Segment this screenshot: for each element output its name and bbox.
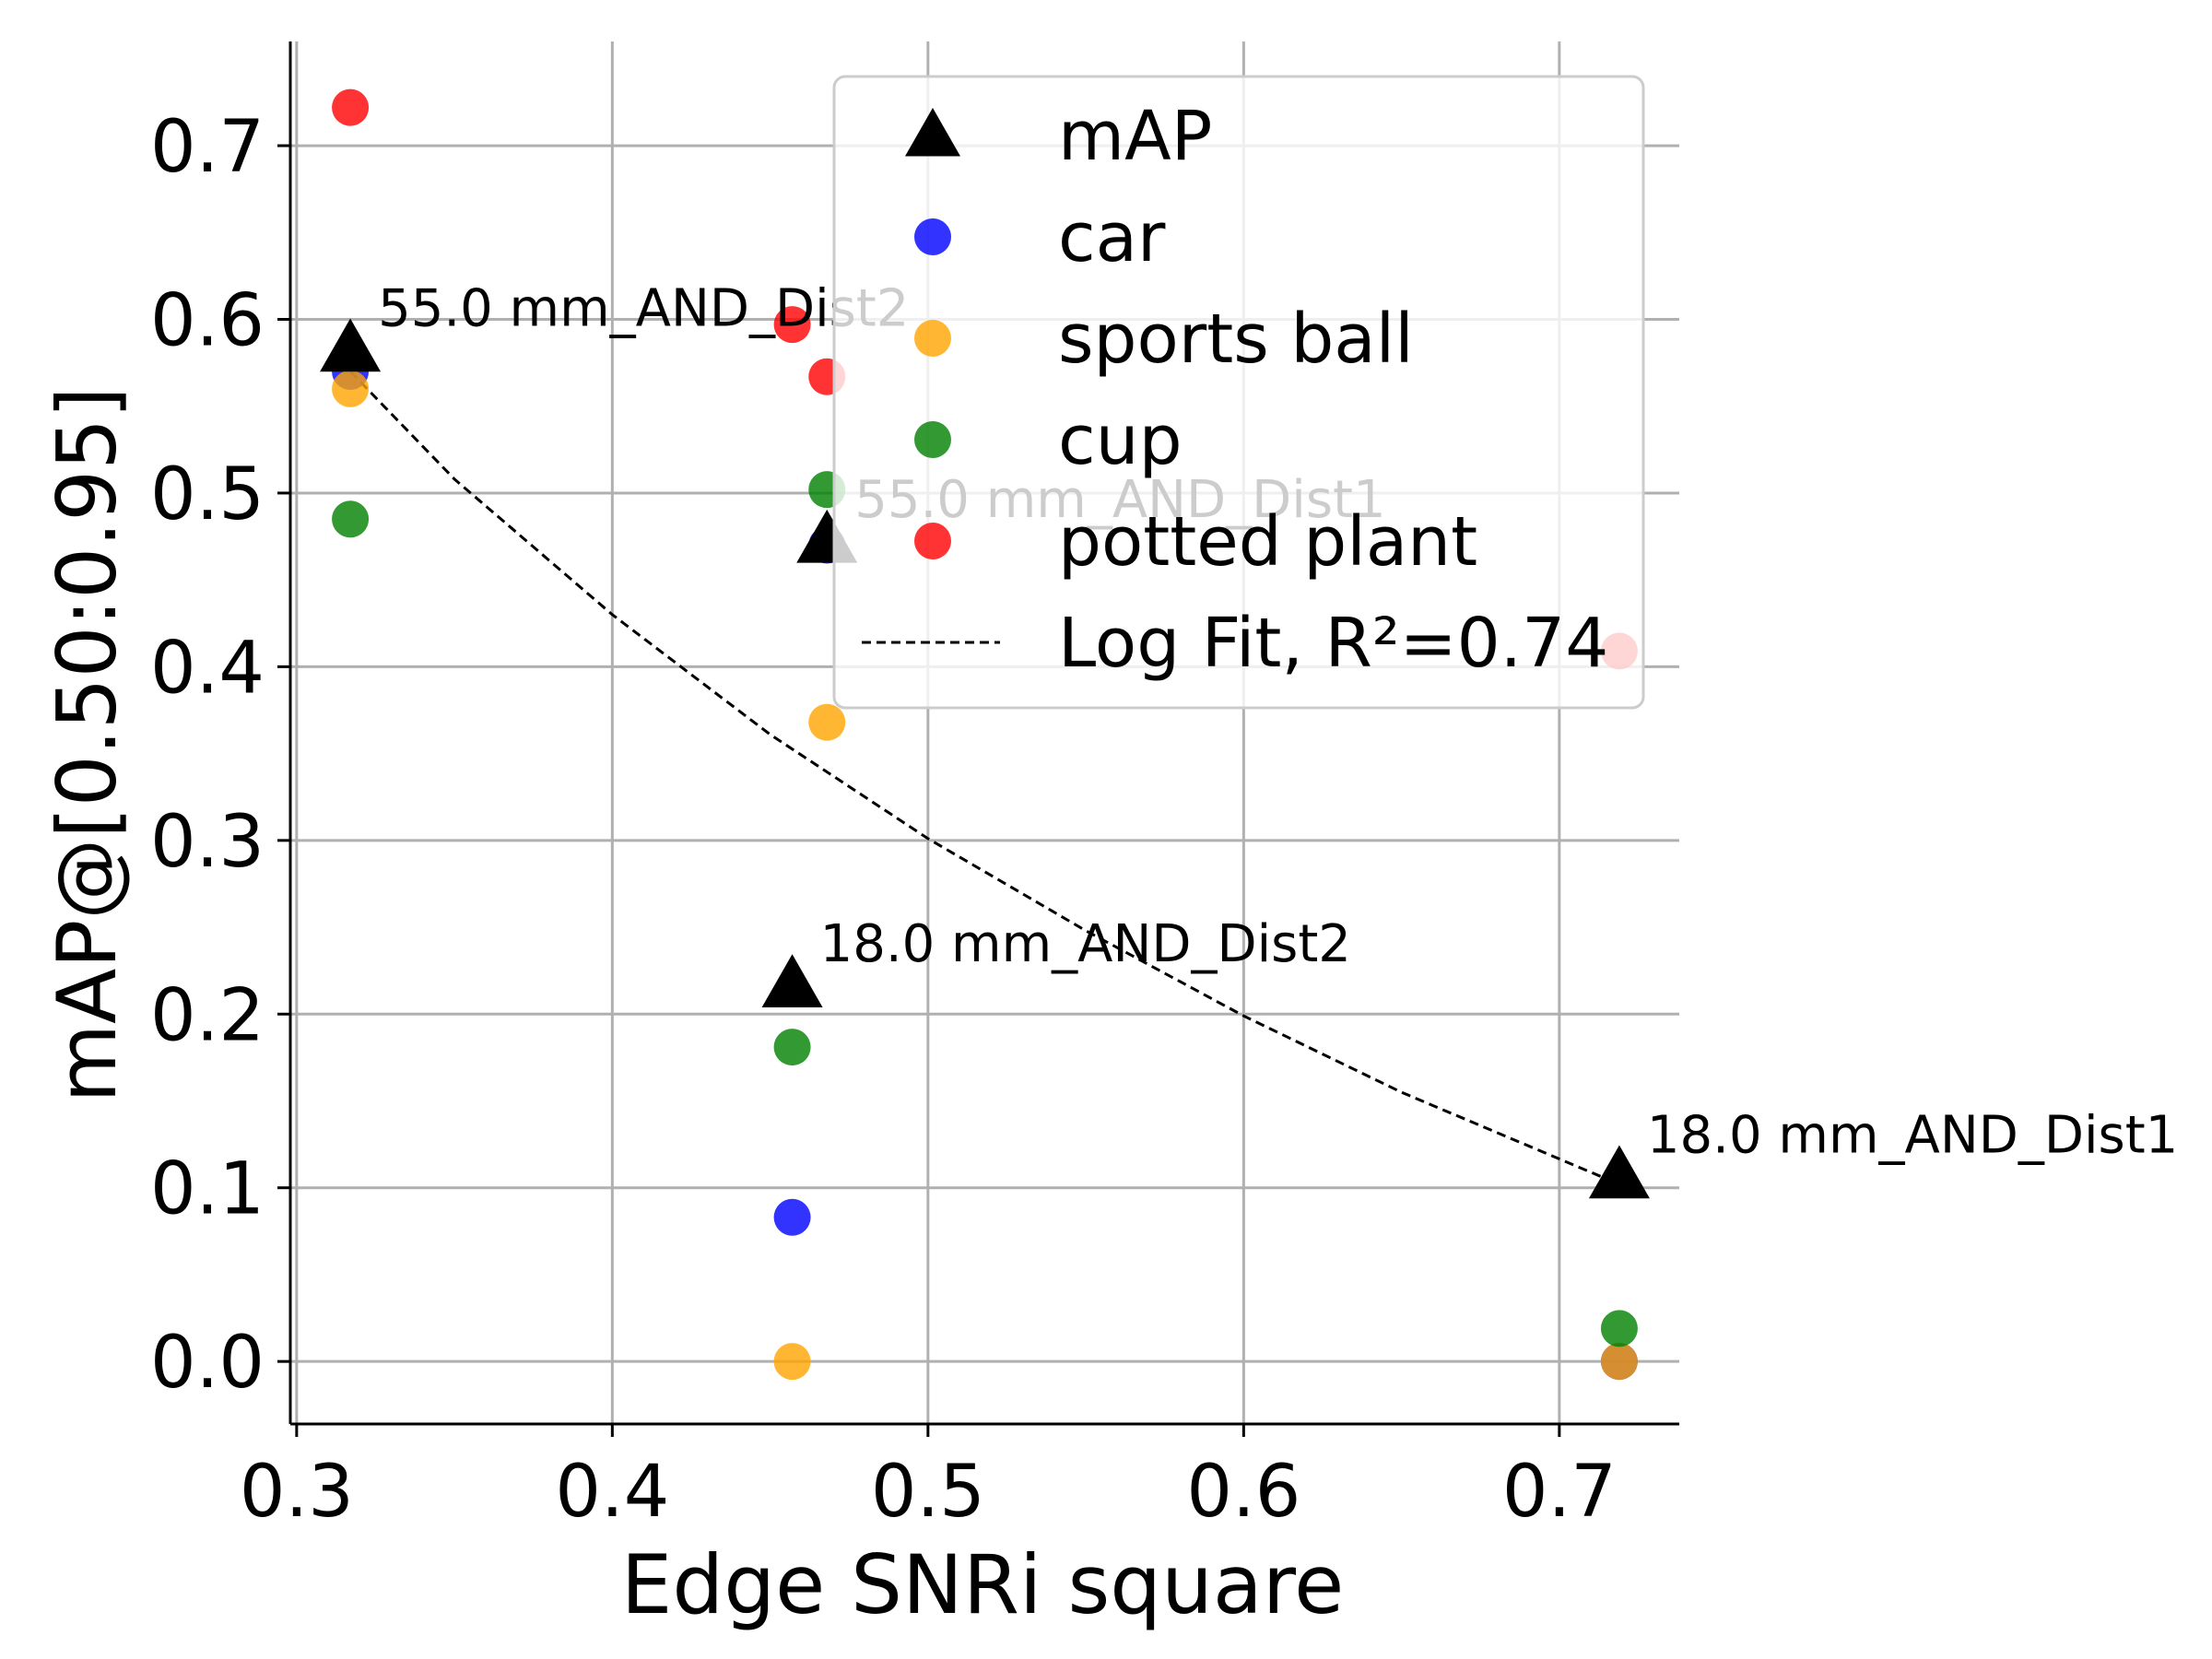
legend: mAP car sports ball cup potted plant Log Fit,… (832, 75, 1645, 710)
point-sports-ball (808, 703, 846, 741)
point-potted-plant (773, 306, 811, 344)
point-sports-ball (1600, 1343, 1638, 1381)
point-cup (1600, 1310, 1638, 1347)
y-tick-label: 0.4 (150, 627, 265, 710)
legend-label: Log Fit, R²=0.74 (1058, 604, 1608, 683)
legend-label: car (1058, 198, 1166, 277)
x-tick-label: 0.3 (240, 1451, 354, 1534)
tick-labels: 0.3 0.4 0.5 0.6 0.7 0.0 0.1 0.2 0.3 0.4 0.5 0.6 0.7 (150, 106, 1617, 1534)
legend-marker-circle (914, 523, 951, 559)
point-sports-ball (332, 370, 370, 407)
legend-marker-circle (914, 218, 951, 255)
point-mAP (320, 318, 382, 372)
point-annotation: 18.0 mm_AND_Dist2 (820, 914, 1351, 974)
x-tick-label: 0.6 (1186, 1451, 1300, 1534)
legend-box (832, 75, 1645, 710)
point-annotation: 18.0 mm_AND_Dist1 (1647, 1106, 2178, 1166)
log-fit-layer (349, 370, 1620, 1186)
y-tick-label: 0.0 (150, 1322, 265, 1405)
legend-marker-circle (914, 320, 951, 357)
point-cup (332, 500, 370, 538)
point-potted-plant (332, 88, 370, 126)
y-tick-label: 0.7 (150, 106, 265, 189)
point-cup (773, 1029, 811, 1066)
legend-label: mAP (1058, 97, 1212, 176)
x-tick-label: 0.7 (1502, 1451, 1617, 1534)
point-car (773, 1198, 811, 1236)
legend-label: potted plant (1058, 502, 1477, 582)
legend-label: cup (1058, 401, 1182, 480)
y-tick-label: 0.2 (150, 974, 265, 1057)
axes-spines (288, 41, 1679, 1426)
point-mAP (761, 954, 823, 1007)
y-tick-label: 0.6 (150, 280, 265, 363)
legend-label: sports ball (1058, 300, 1414, 379)
legend-marker-circle (914, 421, 951, 458)
log-fit-line (349, 370, 1620, 1186)
x-tick-label: 0.4 (555, 1451, 669, 1534)
x-axis-label: Edge SNRi square (621, 1537, 1344, 1632)
legend-marker-triangle (905, 108, 960, 157)
point-mAP (1588, 1145, 1650, 1199)
y-tick-label: 0.5 (150, 453, 265, 536)
y-tick-label: 0.1 (150, 1148, 265, 1231)
point-sports-ball (773, 1343, 811, 1381)
y-tick-label: 0.3 (150, 801, 265, 884)
y-axis-label: mAP@[0.50:0.95] (40, 386, 135, 1102)
x-tick-label: 0.5 (871, 1451, 985, 1534)
point-annotation: 55.0 mm_AND_Dist2 (378, 279, 909, 339)
